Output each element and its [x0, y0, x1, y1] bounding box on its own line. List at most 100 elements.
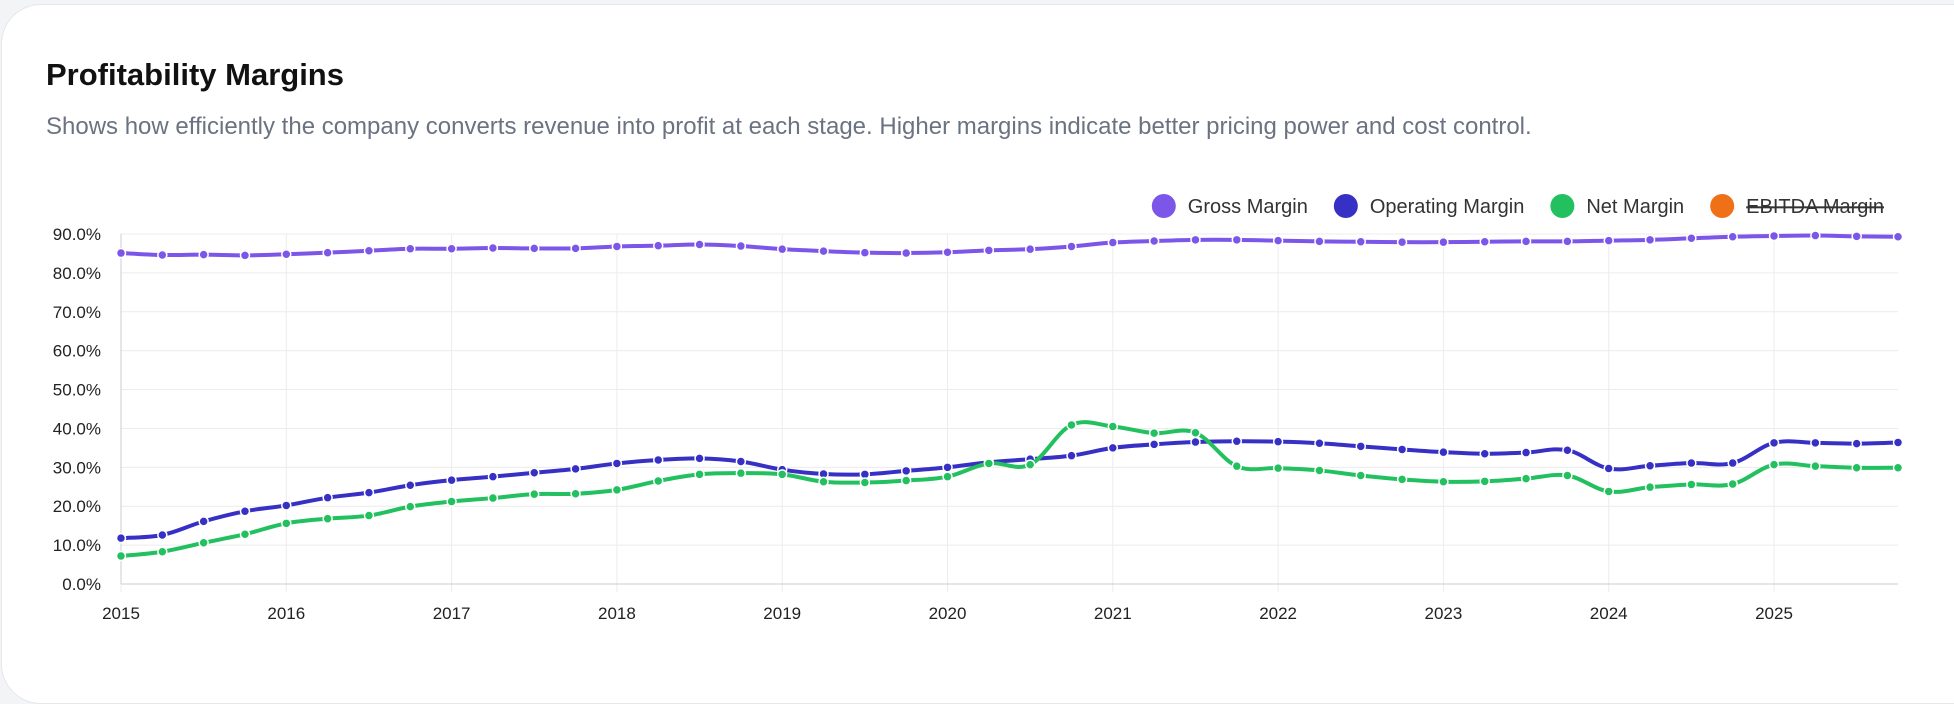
operating-margin-point[interactable]	[405, 479, 416, 491]
net-margin-point[interactable]	[322, 513, 333, 524]
operating-margin-point[interactable]	[1892, 437, 1904, 448]
gross-margin-point[interactable]	[1892, 231, 1904, 242]
gross-margin-point[interactable]	[1355, 236, 1367, 248]
operating-margin-point[interactable]	[529, 467, 540, 479]
net-margin-point[interactable]	[1686, 479, 1697, 490]
net-margin-point[interactable]	[1562, 470, 1573, 481]
net-margin-point[interactable]	[157, 546, 168, 557]
gross-margin-point[interactable]	[446, 243, 457, 255]
net-margin-point[interactable]	[1272, 462, 1284, 474]
gross-margin-point[interactable]	[1314, 236, 1325, 247]
gross-margin-point[interactable]	[1396, 236, 1408, 248]
operating-margin-point[interactable]	[1479, 448, 1490, 459]
gross-margin-point[interactable]	[1479, 236, 1490, 248]
gross-margin-point[interactable]	[1231, 234, 1243, 246]
operating-margin-point[interactable]	[115, 532, 127, 544]
gross-margin-point[interactable]	[157, 249, 168, 261]
net-margin-point[interactable]	[983, 458, 995, 469]
net-margin-point[interactable]	[1024, 459, 1036, 470]
legend-item-ebitda-margin[interactable]: EBITDA Margin	[1710, 194, 1884, 218]
legend-item-operating-margin[interactable]: Operating Margin	[1333, 194, 1525, 218]
operating-margin-point[interactable]	[1355, 441, 1367, 452]
operating-margin-point[interactable]	[1438, 446, 1449, 458]
gross-margin-point[interactable]	[776, 243, 788, 255]
net-margin-point[interactable]	[1892, 462, 1904, 473]
gross-margin-point[interactable]	[1686, 233, 1697, 244]
gross-margin-point[interactable]	[1603, 235, 1614, 246]
gross-margin-point[interactable]	[859, 247, 871, 258]
operating-margin-point[interactable]	[322, 492, 333, 503]
net-margin-point[interactable]	[776, 469, 788, 480]
gross-margin-point[interactable]	[1520, 236, 1532, 247]
net-margin-point[interactable]	[198, 537, 209, 549]
net-margin-point[interactable]	[1190, 427, 1201, 438]
gross-margin-point[interactable]	[1148, 235, 1160, 247]
operating-margin-point[interactable]	[1231, 436, 1243, 447]
operating-margin-point[interactable]	[363, 487, 375, 498]
operating-margin-point[interactable]	[1272, 436, 1284, 447]
operating-margin-point[interactable]	[1644, 460, 1656, 472]
operating-margin-point[interactable]	[1562, 444, 1573, 456]
operating-margin-point[interactable]	[900, 465, 912, 477]
net-margin-point[interactable]	[818, 476, 829, 487]
net-margin-point[interactable]	[1810, 460, 1821, 472]
net-margin-point[interactable]	[1107, 421, 1119, 432]
gross-margin-point[interactable]	[1644, 234, 1656, 246]
gross-margin-point[interactable]	[1727, 231, 1738, 242]
net-margin-point[interactable]	[1231, 460, 1243, 472]
gross-margin-point[interactable]	[115, 247, 127, 259]
gross-margin-point[interactable]	[818, 245, 829, 257]
operating-margin-point[interactable]	[1810, 437, 1821, 449]
gross-margin-point[interactable]	[322, 247, 333, 258]
operating-margin-point[interactable]	[611, 458, 623, 469]
operating-margin-point[interactable]	[1768, 437, 1780, 449]
gross-margin-point[interactable]	[1272, 235, 1284, 246]
operating-margin-point[interactable]	[1851, 438, 1862, 449]
net-margin-point[interactable]	[1768, 459, 1780, 470]
net-margin-point[interactable]	[1066, 419, 1077, 431]
net-margin-point[interactable]	[611, 484, 623, 496]
net-margin-point[interactable]	[694, 469, 705, 480]
gross-margin-point[interactable]	[1851, 231, 1862, 242]
gross-margin-point[interactable]	[611, 241, 623, 252]
operating-margin-point[interactable]	[652, 454, 664, 466]
net-margin-point[interactable]	[652, 475, 664, 487]
operating-margin-point[interactable]	[157, 529, 168, 541]
gross-margin-point[interactable]	[942, 247, 953, 258]
gross-margin-point[interactable]	[1768, 230, 1780, 242]
gross-margin-point[interactable]	[1066, 241, 1077, 252]
legend-item-gross-margin[interactable]: Gross Margin	[1151, 194, 1308, 218]
gross-margin-point[interactable]	[570, 243, 581, 254]
net-margin-point[interactable]	[529, 488, 540, 500]
gross-margin-point[interactable]	[198, 249, 209, 260]
operating-margin-point[interactable]	[1107, 442, 1119, 454]
gross-margin-point[interactable]	[529, 243, 540, 254]
net-margin-point[interactable]	[1520, 473, 1532, 484]
gross-margin-point[interactable]	[1107, 237, 1119, 248]
operating-margin-point[interactable]	[281, 500, 292, 511]
operating-margin-point[interactable]	[694, 453, 705, 464]
gross-margin-point[interactable]	[363, 245, 375, 256]
gross-margin-point[interactable]	[1438, 236, 1449, 248]
net-margin-point[interactable]	[405, 501, 416, 512]
net-margin-point[interactable]	[1438, 476, 1449, 487]
operating-margin-point[interactable]	[198, 516, 209, 527]
net-margin-point[interactable]	[1314, 465, 1325, 476]
gross-margin-point[interactable]	[239, 250, 251, 261]
net-margin-point[interactable]	[239, 528, 251, 540]
net-margin-point[interactable]	[115, 550, 127, 562]
net-margin-point[interactable]	[1148, 427, 1160, 439]
operating-margin-point[interactable]	[1727, 457, 1738, 469]
operating-margin-point[interactable]	[1520, 447, 1532, 458]
operating-margin-point[interactable]	[1148, 439, 1160, 450]
operating-margin-point[interactable]	[487, 471, 499, 482]
net-margin-point[interactable]	[363, 510, 375, 521]
net-margin-point[interactable]	[487, 492, 499, 504]
net-margin-point[interactable]	[942, 471, 953, 482]
operating-margin-point[interactable]	[239, 506, 251, 517]
operating-margin-point[interactable]	[942, 462, 953, 473]
gross-margin-point[interactable]	[1190, 234, 1201, 246]
net-margin-point[interactable]	[1479, 476, 1490, 487]
net-margin-point[interactable]	[735, 467, 747, 479]
gross-margin-point[interactable]	[983, 245, 995, 256]
